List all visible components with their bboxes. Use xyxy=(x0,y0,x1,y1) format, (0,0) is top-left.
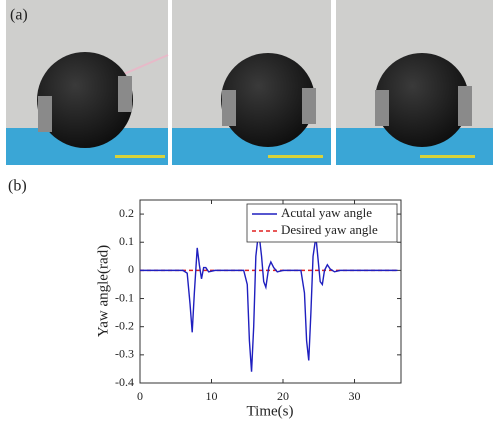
x-tick-label: 0 xyxy=(137,389,143,403)
y-tick-label: -0.2 xyxy=(115,318,134,332)
x-tick-label: 20 xyxy=(277,389,289,403)
photo xyxy=(336,0,493,165)
panel-label: (a) xyxy=(10,7,28,24)
data-line xyxy=(140,230,398,372)
y-axis-label: Yaw angle(rad) xyxy=(95,245,111,337)
photo-panels xyxy=(6,0,493,165)
y-tick-label: -0.3 xyxy=(115,347,134,361)
y-tick-label: 0 xyxy=(128,262,134,276)
x-axis-label: Time(s) xyxy=(247,403,294,419)
y-tick-label: -0.4 xyxy=(115,375,134,389)
photo xyxy=(6,0,169,165)
legend-box xyxy=(246,203,398,243)
photo xyxy=(172,0,331,165)
legend-label: Acutal yaw angle xyxy=(281,205,372,220)
y-tick-label: 0.2 xyxy=(119,206,134,220)
x-tick-label: 10 xyxy=(206,389,218,403)
y-tick-label: 0.1 xyxy=(119,234,134,248)
x-tick-label: 30 xyxy=(349,389,361,403)
panel-label: (b) xyxy=(8,178,27,195)
y-tick-label: -0.1 xyxy=(115,290,134,304)
legend-label: Desired yaw angle xyxy=(281,222,378,237)
